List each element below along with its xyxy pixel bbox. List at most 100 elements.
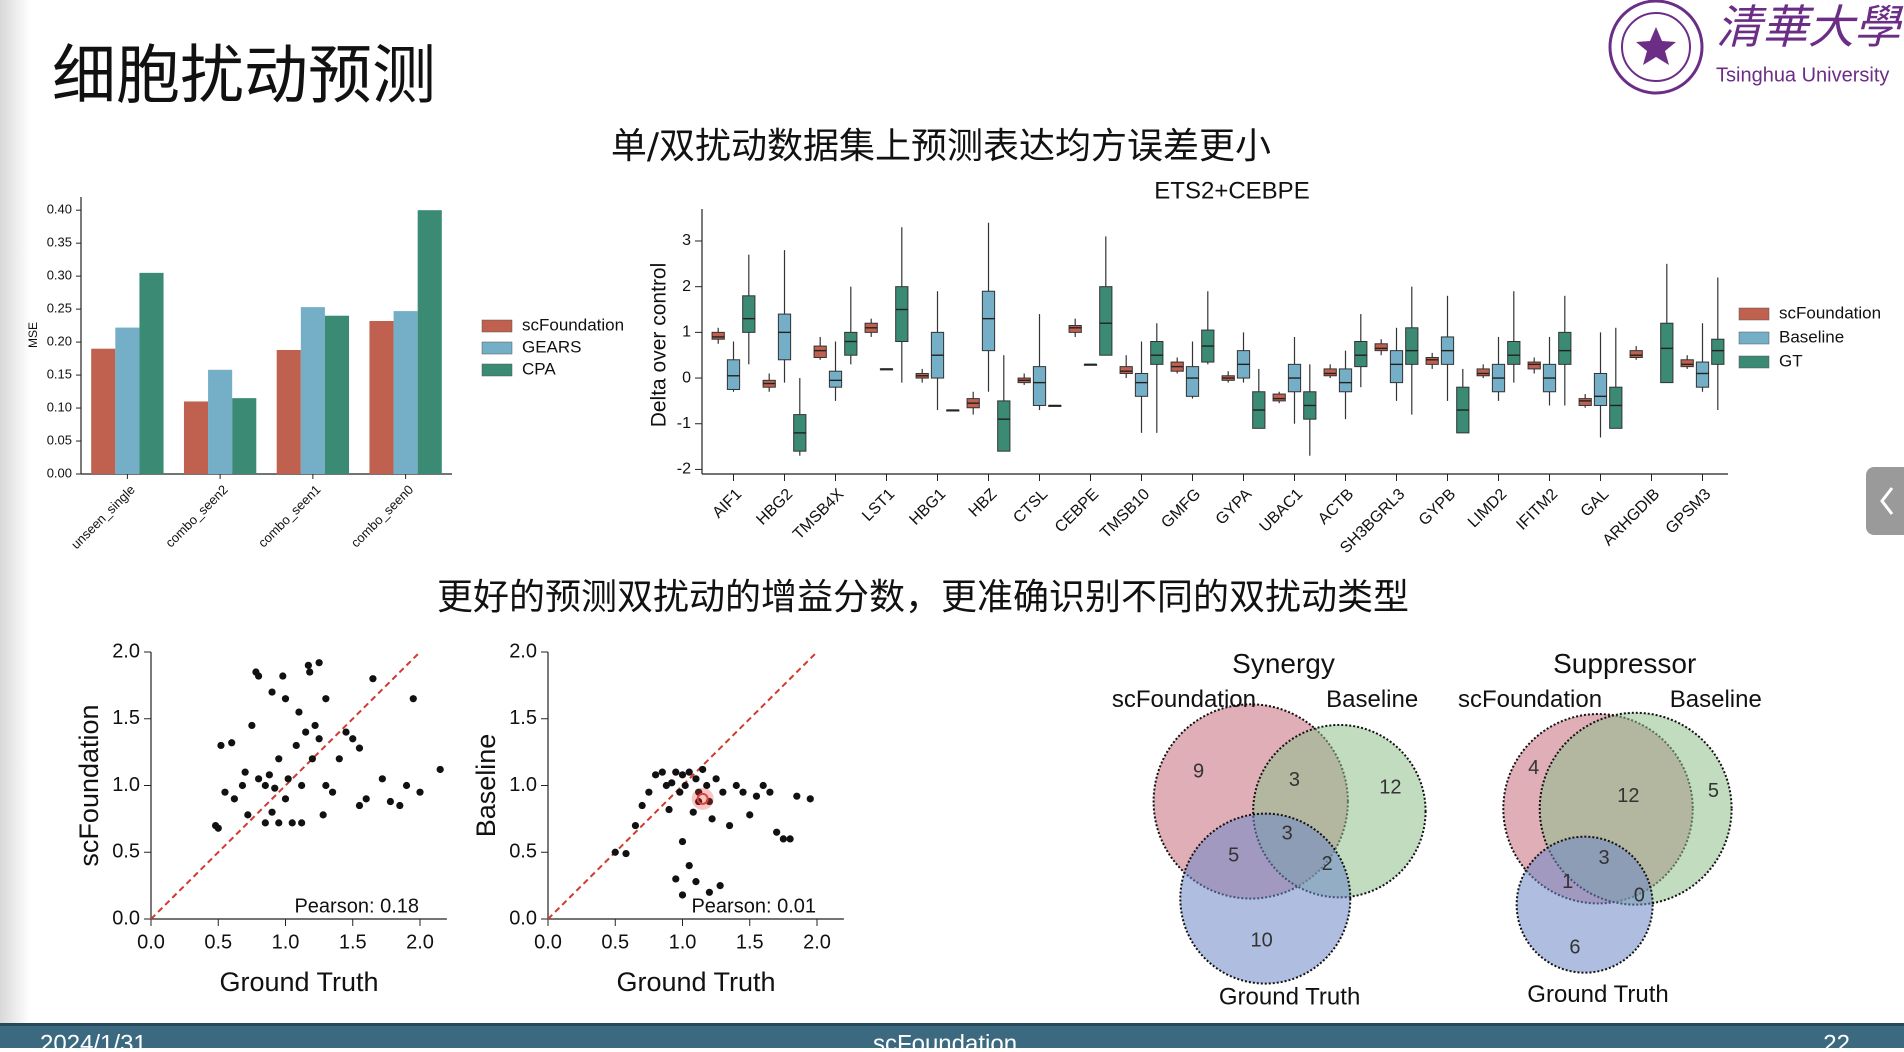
bar: [183, 401, 209, 474]
venn-set: [1515, 835, 1654, 974]
point: [752, 792, 761, 800]
logo-text: 清華大學: [1716, 0, 1904, 54]
box: [1354, 341, 1368, 368]
annotation: Pearson: 0.18: [294, 895, 419, 917]
box: [981, 290, 996, 352]
point: [806, 795, 814, 803]
box: [711, 331, 725, 340]
point: [230, 795, 238, 803]
box: [742, 295, 756, 333]
point: [386, 797, 395, 806]
venn-count: 2: [1322, 853, 1333, 875]
point: [416, 788, 424, 796]
box: [895, 286, 909, 343]
point: [681, 781, 689, 790]
point: [319, 811, 327, 819]
box: [777, 313, 792, 361]
box: [1185, 366, 1200, 397]
point: [725, 821, 734, 830]
venn-set-label: scFoundation: [1458, 686, 1602, 713]
venn-title: Synergy: [1232, 648, 1335, 679]
box: [1629, 350, 1643, 358]
slide-title: 细胞扰动预测: [52, 40, 436, 114]
point: [689, 808, 697, 816]
point: [732, 781, 740, 790]
y-tick-label: 0.20: [47, 334, 72, 349]
point: [295, 708, 303, 716]
legend-label: CPA: [522, 359, 556, 378]
venn-set-label: Baseline: [1326, 686, 1418, 713]
x-tick-label: GMFG: [1158, 486, 1204, 532]
diagonal: [547, 651, 818, 920]
side-tab[interactable]: [1866, 467, 1904, 535]
venn-title: Suppressor: [1553, 648, 1696, 679]
x-tick-label: 2.0: [406, 931, 434, 953]
x-tick-label: GYPA: [1213, 486, 1256, 529]
box: [1374, 343, 1388, 352]
venn-count: 6: [1569, 937, 1580, 959]
x-tick-label: unseen_single: [68, 482, 138, 552]
bar: [417, 210, 442, 474]
point: [349, 735, 357, 743]
legend-swatch: [1738, 355, 1770, 369]
venn-count: 1: [1562, 871, 1573, 893]
point: [244, 811, 252, 819]
box: [1425, 356, 1439, 365]
point: [261, 781, 269, 790]
point: [275, 819, 283, 827]
y-tick-label: 0.0: [509, 907, 537, 929]
point: [676, 788, 684, 796]
point: [786, 835, 794, 843]
point: [409, 695, 417, 703]
point: [396, 801, 404, 810]
point: [302, 728, 310, 736]
y-tick-label: -2: [677, 461, 691, 478]
x-tick-label: 2.0: [803, 931, 831, 953]
venn-set-label: scFoundation: [1112, 686, 1256, 713]
y-tick-label: 0.0: [112, 907, 140, 929]
x-tick-label: 0.5: [601, 931, 629, 953]
footer-page: 22: [1823, 1030, 1850, 1048]
point: [315, 659, 323, 667]
point: [298, 819, 306, 827]
x-tick-label: AIF1: [709, 486, 745, 522]
point: [793, 792, 801, 800]
point: [685, 862, 693, 870]
y-tick-label: 0.30: [47, 268, 72, 283]
point: [436, 765, 444, 774]
point: [672, 768, 680, 776]
venn-count: 10: [1251, 929, 1273, 951]
y-tick-label: 0.10: [47, 399, 72, 414]
box: [1150, 341, 1164, 365]
bar: [276, 350, 301, 474]
point: [328, 788, 337, 796]
point: [779, 835, 787, 843]
box: [828, 370, 843, 388]
legend-swatch: [481, 319, 513, 333]
point: [292, 741, 300, 750]
venn-count: 12: [1617, 785, 1639, 807]
box: [1578, 398, 1592, 406]
box: [1558, 331, 1572, 365]
legend-label: scFoundation: [522, 315, 624, 334]
diagonal: [150, 651, 421, 920]
point: [378, 775, 386, 783]
box: [1695, 361, 1710, 388]
point: [268, 688, 276, 696]
point: [638, 801, 646, 810]
point: [678, 837, 687, 846]
point: [746, 811, 754, 819]
x-tick-label: 1.0: [669, 931, 697, 953]
box: [1272, 393, 1286, 402]
side-tab-bg[interactable]: [1866, 467, 1904, 535]
venn-count: 3: [1282, 823, 1293, 845]
footer: 2024/1/31 scFoundation 22: [0, 1023, 1904, 1052]
footer-rule: [0, 1023, 1904, 1026]
point: [284, 775, 292, 783]
x-tick-label: combo_seen0: [348, 482, 416, 550]
x-axis-label: Ground Truth: [219, 967, 378, 997]
section-heading: 更好的预测双扰动的增益分数，更准确识别不同的双扰动类型: [437, 577, 1409, 618]
bar: [393, 311, 418, 474]
x-tick-label: TMSB10: [1097, 486, 1153, 542]
point: [705, 888, 714, 896]
